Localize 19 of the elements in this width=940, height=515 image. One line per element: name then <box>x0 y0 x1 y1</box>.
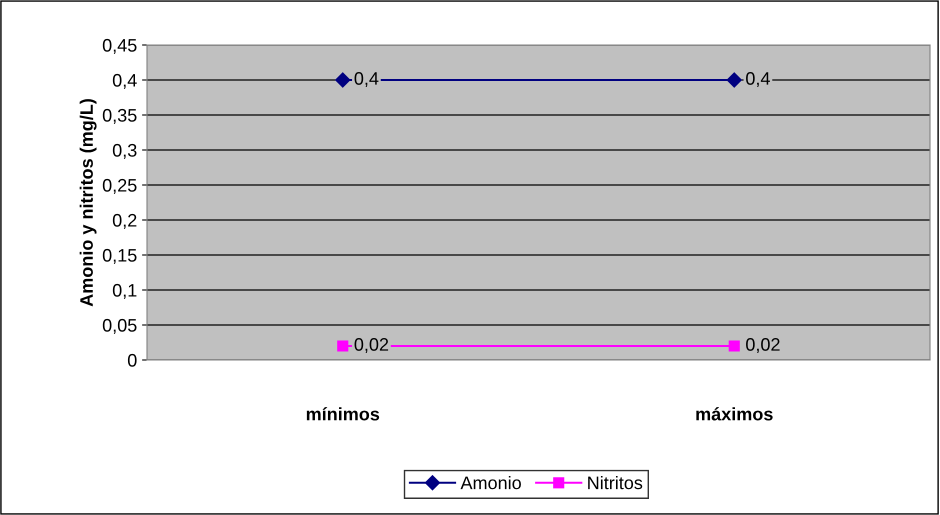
x-tick-label: máximos <box>696 407 773 420</box>
data-label: 0,02 <box>354 338 388 353</box>
x-tick-label: mínimos <box>306 407 380 420</box>
data-label: 0,4 <box>354 72 378 87</box>
y-tick-label: 0,4 <box>112 74 137 89</box>
y-tick-label: 0,35 <box>102 108 137 124</box>
legend-label: Nitritos <box>588 476 642 490</box>
y-axis-title: Amonio y nitritos (mg/L) <box>80 99 97 306</box>
y-tick-label: 0,1 <box>112 284 136 299</box>
y-tick-label: 0,2 <box>112 214 136 229</box>
y-tick-label: 0,3 <box>112 144 136 159</box>
y-tick-label: 0,05 <box>102 318 137 334</box>
y-tick-label: 0 <box>128 354 137 367</box>
y-tick-label: 0,15 <box>102 248 137 264</box>
legend-label: Amonio <box>460 476 521 490</box>
data-label: 0,4 <box>746 72 770 87</box>
y-tick-label: 0,25 <box>102 178 137 194</box>
data-label: 0,02 <box>746 338 780 353</box>
y-tick-label: 0,45 <box>102 38 137 54</box>
